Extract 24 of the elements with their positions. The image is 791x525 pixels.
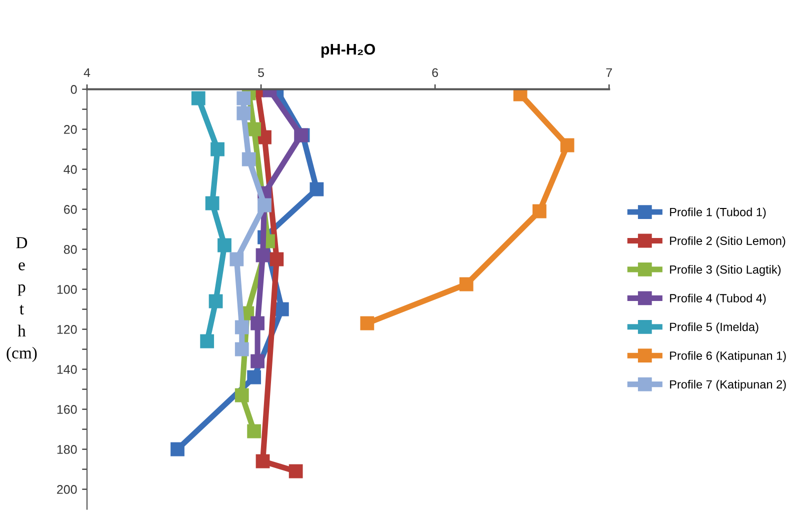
legend-label: Profile 7 (Katipunan 2): [670, 380, 786, 391]
y-tick-label: 60: [64, 205, 77, 214]
legend-label: Profile 6 (Katipunan 1): [670, 351, 786, 362]
x-tick-label: 4: [84, 68, 90, 77]
y-tick-label: 200: [57, 485, 77, 494]
y-tick-label: 20: [64, 125, 77, 134]
y-tick-label: 80: [64, 245, 77, 254]
legend-label: Profile 1 (Tubod 1): [670, 208, 766, 219]
y-tick-label: 40: [64, 165, 77, 174]
x-tick-label: 7: [606, 68, 612, 77]
legend-label: Profile 5 (Imelda): [670, 322, 758, 334]
y-tick-label: 180: [57, 445, 77, 454]
chart-title: pH-H₂O: [321, 44, 375, 58]
y-tick-label: 100: [57, 285, 77, 294]
y-tick-label: 120: [57, 325, 77, 334]
y-tick-label: 0: [70, 85, 77, 94]
legend-label: Profile 4 (Tubod 4): [670, 294, 766, 305]
legend-label: Profile 3 (Sitio Lagtik): [670, 265, 781, 276]
legend-label: Profile 2 (Sitio Lemon): [670, 236, 786, 248]
y-axis-title: D e p t h (cm): [6, 237, 37, 362]
x-tick-label: 6: [432, 68, 438, 78]
x-tick-label: 5: [258, 68, 264, 78]
y-tick-label: 160: [57, 405, 77, 414]
y-tick-label: 140: [57, 365, 77, 374]
